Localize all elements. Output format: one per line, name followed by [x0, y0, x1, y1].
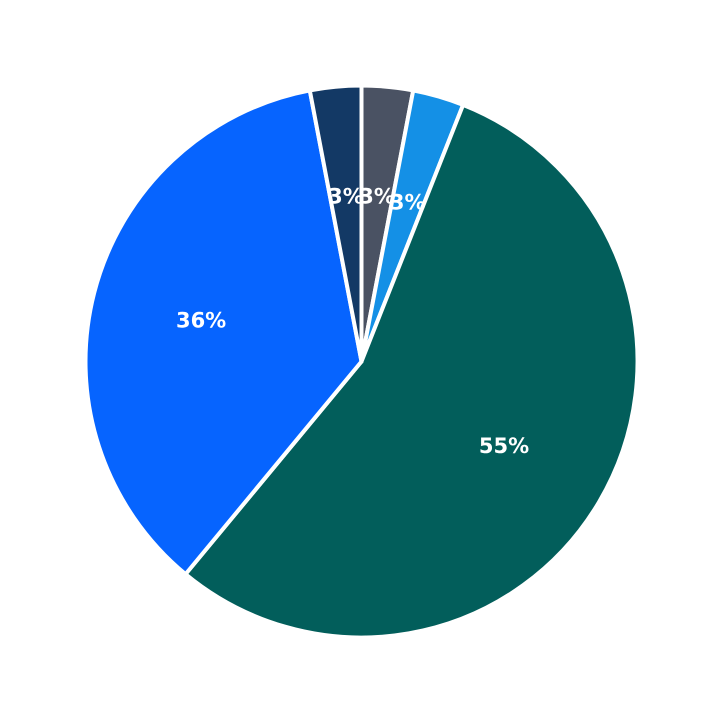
pie-slice-5: [307, 83, 364, 364]
pie-slice-label-3: 55%: [479, 434, 529, 458]
pie-labels: 3%3%55%36%3%: [176, 185, 529, 458]
pie-slices: [83, 83, 640, 640]
pie-slice-label-5: 3%: [328, 185, 364, 209]
pie-slice-label-2: 3%: [390, 190, 426, 214]
pie-slice-label-1: 3%: [359, 185, 395, 209]
pie-slice-label-4: 36%: [176, 308, 226, 332]
pie-slice-4: [83, 88, 364, 577]
pie-slice-3: [183, 102, 640, 640]
